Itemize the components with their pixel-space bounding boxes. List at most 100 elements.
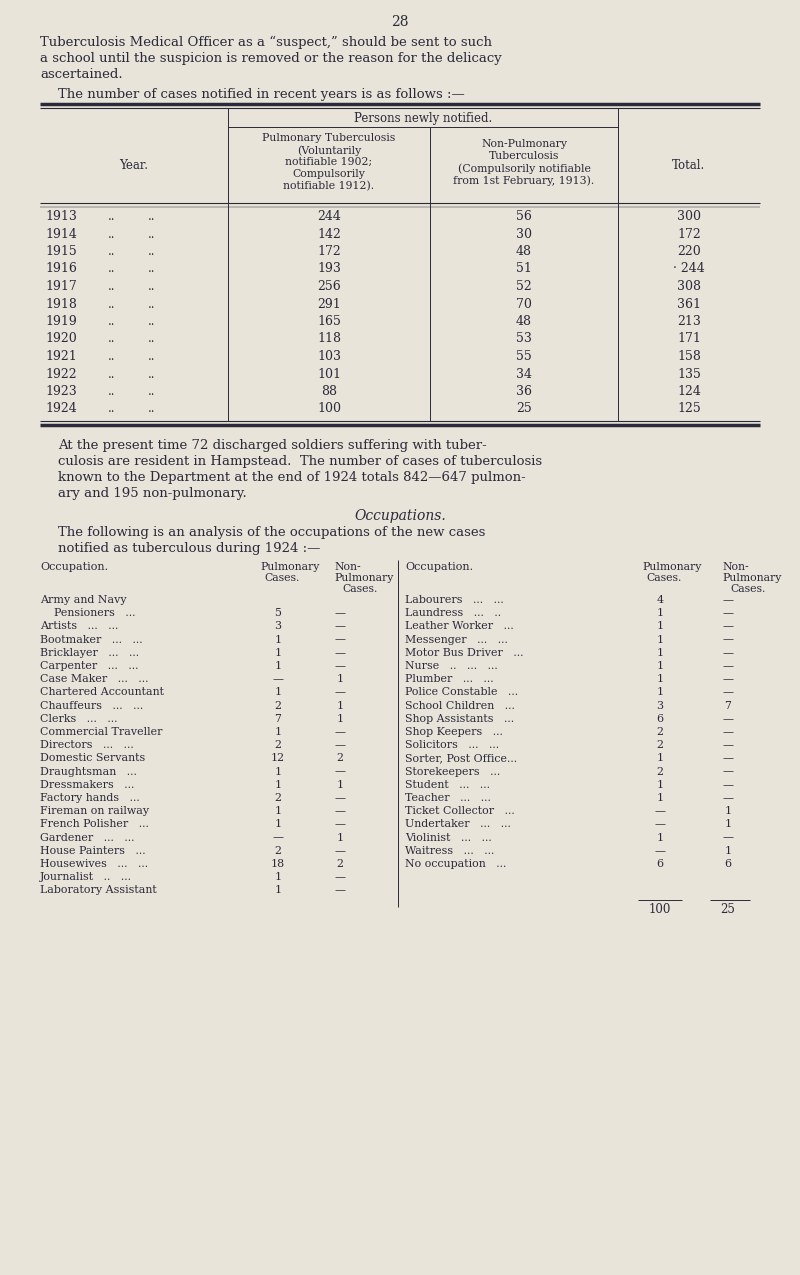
Text: Waitress   ...   ...: Waitress ... ... — [405, 845, 494, 856]
Text: Pulmonary: Pulmonary — [642, 562, 702, 572]
Text: —: — — [722, 754, 734, 764]
Text: 34: 34 — [516, 367, 532, 380]
Text: The number of cases notified in recent years is as follows :—: The number of cases notified in recent y… — [58, 88, 465, 101]
Text: 2: 2 — [657, 727, 663, 737]
Text: 1: 1 — [274, 806, 282, 816]
Text: 53: 53 — [516, 333, 532, 346]
Text: 56: 56 — [516, 210, 532, 223]
Text: Compulsorily: Compulsorily — [293, 170, 366, 179]
Text: 1914: 1914 — [45, 227, 77, 241]
Text: ..: .. — [108, 385, 115, 398]
Text: Storekeepers   ...: Storekeepers ... — [405, 766, 500, 776]
Text: 1: 1 — [274, 635, 282, 645]
Text: 172: 172 — [677, 227, 701, 241]
Text: 6: 6 — [725, 859, 731, 870]
Text: Undertaker   ...   ...: Undertaker ... ... — [405, 820, 511, 830]
Text: ..: .. — [108, 245, 115, 258]
Text: Artists   ...   ...: Artists ... ... — [40, 621, 118, 631]
Text: —: — — [334, 608, 346, 618]
Text: 1: 1 — [657, 648, 663, 658]
Text: 1: 1 — [657, 833, 663, 843]
Text: 1922: 1922 — [45, 367, 77, 380]
Text: a school until the suspicion is removed or the reason for the delicacy: a school until the suspicion is removed … — [40, 52, 502, 65]
Text: Dressmakers   ...: Dressmakers ... — [40, 780, 134, 789]
Text: ..: .. — [108, 227, 115, 241]
Text: —: — — [722, 741, 734, 750]
Text: 1: 1 — [274, 648, 282, 658]
Text: 124: 124 — [677, 385, 701, 398]
Text: —: — — [722, 727, 734, 737]
Text: ..: .. — [108, 351, 115, 363]
Text: 28: 28 — [391, 15, 409, 29]
Text: Occupations.: Occupations. — [354, 509, 446, 523]
Text: Journalist   ..   ...: Journalist .. ... — [40, 872, 132, 882]
Text: ..: .. — [148, 227, 155, 241]
Text: —: — — [334, 727, 346, 737]
Text: 18: 18 — [271, 859, 285, 870]
Text: Clerks   ...   ...: Clerks ... ... — [40, 714, 118, 724]
Text: Occupation.: Occupation. — [405, 562, 473, 572]
Text: Solicitors   ...   ...: Solicitors ... ... — [405, 741, 499, 750]
Text: 165: 165 — [317, 315, 341, 328]
Text: 1: 1 — [657, 780, 663, 789]
Text: —: — — [654, 806, 666, 816]
Text: 70: 70 — [516, 297, 532, 311]
Text: 171: 171 — [677, 333, 701, 346]
Text: ..: .. — [148, 351, 155, 363]
Text: Housewives   ...   ...: Housewives ... ... — [40, 859, 148, 870]
Text: ..: .. — [148, 403, 155, 416]
Text: 135: 135 — [677, 367, 701, 380]
Text: 125: 125 — [677, 403, 701, 416]
Text: ascertained.: ascertained. — [40, 68, 122, 82]
Text: 1: 1 — [657, 754, 663, 764]
Text: 142: 142 — [317, 227, 341, 241]
Text: 1917: 1917 — [45, 280, 77, 293]
Text: Domestic Servants: Domestic Servants — [40, 754, 146, 764]
Text: Ticket Collector   ...: Ticket Collector ... — [405, 806, 514, 816]
Text: 100: 100 — [649, 903, 671, 915]
Text: 1: 1 — [337, 833, 343, 843]
Text: 25: 25 — [721, 903, 735, 915]
Text: Bricklayer   ...   ...: Bricklayer ... ... — [40, 648, 139, 658]
Text: 51: 51 — [516, 263, 532, 275]
Text: 1: 1 — [274, 885, 282, 895]
Text: Chartered Accountant: Chartered Accountant — [40, 687, 164, 697]
Text: Occupation.: Occupation. — [40, 562, 108, 572]
Text: 7: 7 — [274, 714, 282, 724]
Text: notifiable 1912).: notifiable 1912). — [283, 181, 374, 191]
Text: ..: .. — [108, 315, 115, 328]
Text: 361: 361 — [677, 297, 701, 311]
Text: ary and 195 non-pulmonary.: ary and 195 non-pulmonary. — [58, 487, 246, 500]
Text: —: — — [722, 833, 734, 843]
Text: Army and Navy: Army and Navy — [40, 595, 126, 606]
Text: 1: 1 — [657, 608, 663, 618]
Text: —: — — [334, 793, 346, 803]
Text: Tuberculosis: Tuberculosis — [489, 150, 559, 161]
Text: 158: 158 — [677, 351, 701, 363]
Text: Shop Keepers   ...: Shop Keepers ... — [405, 727, 503, 737]
Text: Pulmonary: Pulmonary — [722, 572, 782, 583]
Text: —: — — [722, 648, 734, 658]
Text: —: — — [334, 820, 346, 830]
Text: Tuberculosis Medical Officer as a “suspect,” should be sent to such: Tuberculosis Medical Officer as a “suspe… — [40, 36, 492, 50]
Text: ..: .. — [148, 245, 155, 258]
Text: 1: 1 — [337, 674, 343, 685]
Text: 118: 118 — [317, 333, 341, 346]
Text: 1: 1 — [657, 674, 663, 685]
Text: —: — — [334, 660, 346, 671]
Text: Motor Bus Driver   ...: Motor Bus Driver ... — [405, 648, 523, 658]
Text: 1920: 1920 — [45, 333, 77, 346]
Text: Student   ...   ...: Student ... ... — [405, 780, 490, 789]
Text: —: — — [722, 621, 734, 631]
Text: No occupation   ...: No occupation ... — [405, 859, 506, 870]
Text: 1: 1 — [274, 780, 282, 789]
Text: Leather Worker   ...: Leather Worker ... — [405, 621, 514, 631]
Text: 300: 300 — [677, 210, 701, 223]
Text: 1: 1 — [657, 621, 663, 631]
Text: known to the Department at the end of 1924 totals 842—647 pulmon-: known to the Department at the end of 19… — [58, 470, 526, 484]
Text: 172: 172 — [317, 245, 341, 258]
Text: 7: 7 — [725, 700, 731, 710]
Text: 6: 6 — [657, 714, 663, 724]
Text: ..: .. — [148, 297, 155, 311]
Text: (Compulsorily notifiable: (Compulsorily notifiable — [458, 163, 590, 173]
